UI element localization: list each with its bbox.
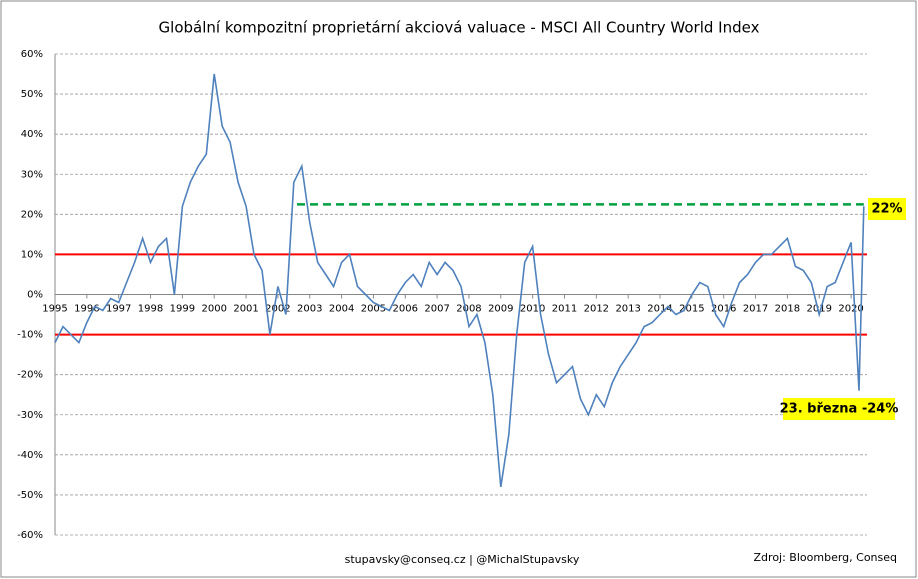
y-tick-label: 60% (21, 49, 43, 60)
y-tick-label: 40% (21, 129, 43, 140)
x-tick-label: 2016 (711, 304, 736, 315)
y-tick-label: 50% (21, 89, 43, 100)
x-tick-label: 2006 (393, 304, 418, 315)
annotation: 22% (871, 202, 902, 217)
y-tick-label: 10% (21, 249, 43, 260)
series-line (54, 73, 865, 488)
y-tick-label: -60% (17, 530, 43, 541)
chart-title: Globální kompozitní proprietární akciová… (159, 19, 760, 37)
x-tick-label: 1998 (138, 304, 163, 315)
x-tick-label: 2000 (201, 304, 226, 315)
x-tick-label: 2002 (265, 304, 290, 315)
x-tick-label: 2010 (520, 304, 545, 315)
annotation-box (868, 198, 906, 220)
x-tick-label: 2019 (807, 304, 832, 315)
x-tick-label: 2008 (456, 304, 481, 315)
x-tick-label: 2015 (679, 304, 704, 315)
x-tick-label: 2013 (615, 304, 640, 315)
y-tick-label: -50% (17, 490, 43, 501)
x-tick-label: 2020 (838, 304, 863, 315)
y-tick-label: 30% (21, 169, 43, 180)
annotation-box (783, 398, 895, 420)
x-tick-label: 2001 (233, 304, 258, 315)
footer-left: stupavsky@conseq.cz | @MichalStupavsky (345, 553, 580, 566)
x-tick-label: 2014 (647, 304, 672, 315)
x-tick-label: 2011 (552, 304, 577, 315)
x-tick-label: 2012 (584, 304, 609, 315)
x-tick-label: 2009 (488, 304, 513, 315)
x-tick-label: 2004 (329, 304, 354, 315)
y-tick-label: 0% (27, 290, 43, 301)
x-tick-label: 2005 (361, 304, 386, 315)
x-tick-label: 1995 (42, 304, 67, 315)
x-tick-label: 2017 (743, 304, 768, 315)
x-tick-label: 1996 (74, 304, 99, 315)
x-tick-label: 2003 (297, 304, 322, 315)
annotation: 23. března -24% (780, 402, 899, 417)
x-tick-label: 2007 (424, 304, 449, 315)
footer-right: Zdroj: Bloomberg, Conseq (754, 551, 897, 564)
y-tick-label: -30% (17, 410, 43, 421)
y-tick-label: -10% (17, 330, 43, 341)
x-tick-label: 1997 (106, 304, 131, 315)
x-tick-label: 2018 (775, 304, 800, 315)
y-tick-label: -40% (17, 450, 43, 461)
y-tick-label: 20% (21, 209, 43, 220)
x-tick-label: 1999 (170, 304, 195, 315)
y-tick-label: -20% (17, 370, 43, 381)
